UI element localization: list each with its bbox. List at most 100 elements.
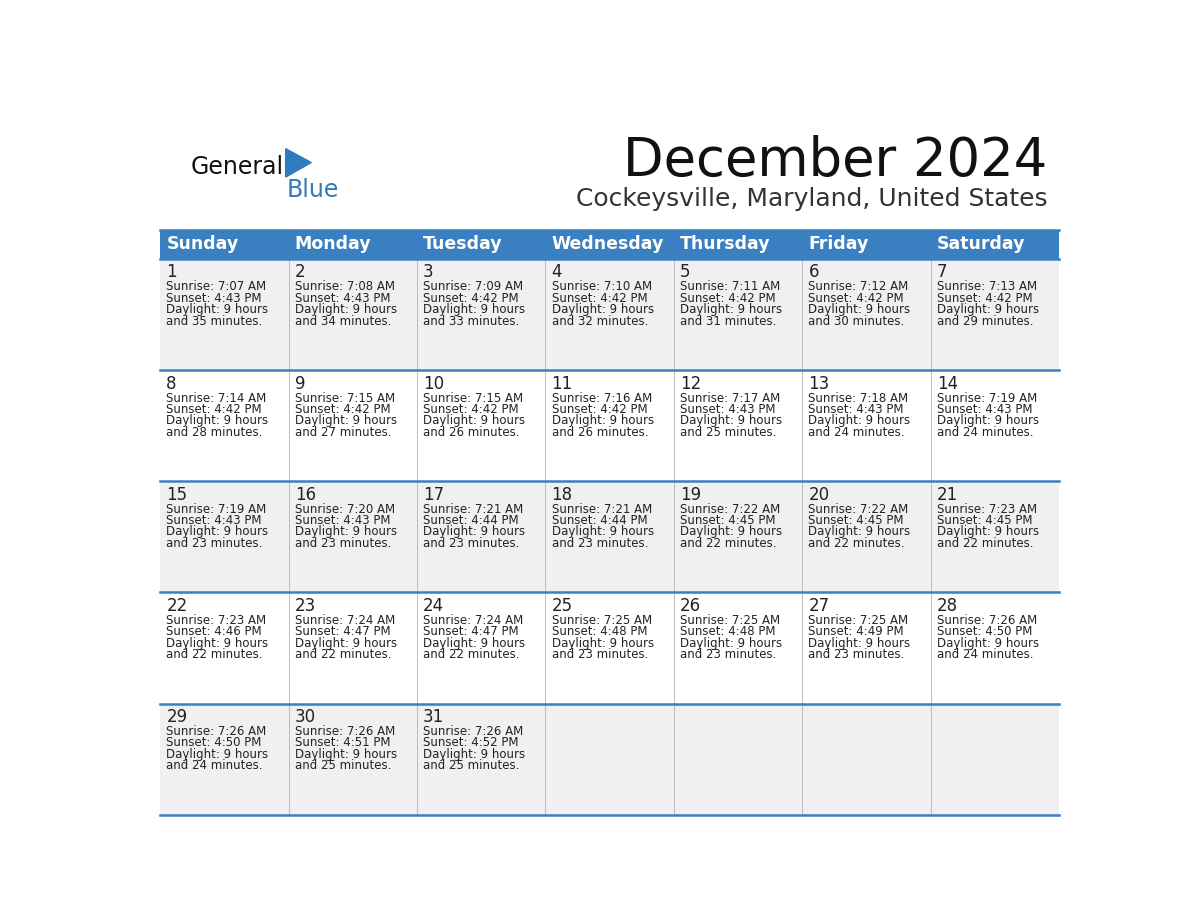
Text: 22: 22 <box>166 597 188 615</box>
Text: and 30 minutes.: and 30 minutes. <box>809 315 905 328</box>
Text: Sunset: 4:43 PM: Sunset: 4:43 PM <box>295 292 390 305</box>
Text: Sunset: 4:42 PM: Sunset: 4:42 PM <box>423 403 519 416</box>
Text: Daylight: 9 hours: Daylight: 9 hours <box>551 414 653 427</box>
Text: Daylight: 9 hours: Daylight: 9 hours <box>809 525 910 539</box>
Text: and 35 minutes.: and 35 minutes. <box>166 315 263 328</box>
Text: and 25 minutes.: and 25 minutes. <box>295 759 391 772</box>
Text: Sunset: 4:43 PM: Sunset: 4:43 PM <box>680 403 776 416</box>
Bar <box>160 370 1060 481</box>
Text: Sunset: 4:42 PM: Sunset: 4:42 PM <box>551 292 647 305</box>
Text: Sunrise: 7:13 AM: Sunrise: 7:13 AM <box>937 280 1037 294</box>
Text: Sunset: 4:42 PM: Sunset: 4:42 PM <box>423 292 519 305</box>
Text: and 22 minutes.: and 22 minutes. <box>937 537 1034 550</box>
Bar <box>160 230 1060 259</box>
Text: 5: 5 <box>680 263 690 282</box>
Text: Daylight: 9 hours: Daylight: 9 hours <box>295 525 397 539</box>
Text: and 23 minutes.: and 23 minutes. <box>551 537 647 550</box>
Text: and 25 minutes.: and 25 minutes. <box>423 759 519 772</box>
Text: Sunrise: 7:16 AM: Sunrise: 7:16 AM <box>551 391 652 405</box>
Text: Daylight: 9 hours: Daylight: 9 hours <box>295 414 397 427</box>
Text: Daylight: 9 hours: Daylight: 9 hours <box>937 303 1040 316</box>
Text: and 23 minutes.: and 23 minutes. <box>166 537 263 550</box>
Text: Sunrise: 7:26 AM: Sunrise: 7:26 AM <box>295 725 394 738</box>
Text: Sunrise: 7:25 AM: Sunrise: 7:25 AM <box>809 614 909 627</box>
Text: 17: 17 <box>423 486 444 504</box>
Text: Sunrise: 7:26 AM: Sunrise: 7:26 AM <box>423 725 524 738</box>
Text: Sunrise: 7:26 AM: Sunrise: 7:26 AM <box>937 614 1037 627</box>
Text: Daylight: 9 hours: Daylight: 9 hours <box>166 414 268 427</box>
Text: 16: 16 <box>295 486 316 504</box>
Text: Sunrise: 7:09 AM: Sunrise: 7:09 AM <box>423 280 523 294</box>
Text: and 29 minutes.: and 29 minutes. <box>937 315 1034 328</box>
Text: Daylight: 9 hours: Daylight: 9 hours <box>166 748 268 761</box>
Text: and 26 minutes.: and 26 minutes. <box>551 426 649 439</box>
Text: 18: 18 <box>551 486 573 504</box>
Text: 7: 7 <box>937 263 947 282</box>
Text: Sunset: 4:47 PM: Sunset: 4:47 PM <box>423 625 519 638</box>
Text: 2: 2 <box>295 263 305 282</box>
Polygon shape <box>285 149 311 177</box>
Text: Sunrise: 7:07 AM: Sunrise: 7:07 AM <box>166 280 266 294</box>
Text: Sunrise: 7:24 AM: Sunrise: 7:24 AM <box>295 614 394 627</box>
Text: 13: 13 <box>809 375 829 393</box>
Text: Sunrise: 7:22 AM: Sunrise: 7:22 AM <box>809 503 909 516</box>
Text: Sunrise: 7:23 AM: Sunrise: 7:23 AM <box>937 503 1037 516</box>
Text: Sunday: Sunday <box>166 235 239 253</box>
Text: and 24 minutes.: and 24 minutes. <box>166 759 263 772</box>
Text: Sunrise: 7:17 AM: Sunrise: 7:17 AM <box>680 391 781 405</box>
Text: December 2024: December 2024 <box>624 135 1048 186</box>
Text: Daylight: 9 hours: Daylight: 9 hours <box>937 414 1040 427</box>
Text: Daylight: 9 hours: Daylight: 9 hours <box>295 637 397 650</box>
Text: Sunrise: 7:15 AM: Sunrise: 7:15 AM <box>295 391 394 405</box>
Text: Sunset: 4:45 PM: Sunset: 4:45 PM <box>937 514 1032 527</box>
Text: Sunset: 4:50 PM: Sunset: 4:50 PM <box>166 736 261 749</box>
Text: 15: 15 <box>166 486 188 504</box>
Text: 29: 29 <box>166 708 188 726</box>
Text: Sunrise: 7:25 AM: Sunrise: 7:25 AM <box>551 614 652 627</box>
Text: Daylight: 9 hours: Daylight: 9 hours <box>295 303 397 316</box>
Text: Cockeysville, Maryland, United States: Cockeysville, Maryland, United States <box>576 187 1048 211</box>
Text: and 23 minutes.: and 23 minutes. <box>680 648 777 661</box>
Text: Sunset: 4:52 PM: Sunset: 4:52 PM <box>423 736 519 749</box>
Text: and 24 minutes.: and 24 minutes. <box>937 426 1034 439</box>
Text: Sunrise: 7:24 AM: Sunrise: 7:24 AM <box>423 614 524 627</box>
Text: Daylight: 9 hours: Daylight: 9 hours <box>809 303 910 316</box>
Text: Tuesday: Tuesday <box>423 235 503 253</box>
Text: Daylight: 9 hours: Daylight: 9 hours <box>423 748 525 761</box>
Text: and 33 minutes.: and 33 minutes. <box>423 315 519 328</box>
Text: Sunrise: 7:20 AM: Sunrise: 7:20 AM <box>295 503 394 516</box>
Text: Sunrise: 7:19 AM: Sunrise: 7:19 AM <box>937 391 1037 405</box>
Text: Sunset: 4:43 PM: Sunset: 4:43 PM <box>937 403 1032 416</box>
Text: Sunrise: 7:18 AM: Sunrise: 7:18 AM <box>809 391 909 405</box>
Text: 25: 25 <box>551 597 573 615</box>
Text: Sunrise: 7:21 AM: Sunrise: 7:21 AM <box>551 503 652 516</box>
Text: 28: 28 <box>937 597 958 615</box>
Text: Sunrise: 7:08 AM: Sunrise: 7:08 AM <box>295 280 394 294</box>
Text: Thursday: Thursday <box>680 235 771 253</box>
Text: Daylight: 9 hours: Daylight: 9 hours <box>423 637 525 650</box>
Text: Sunset: 4:48 PM: Sunset: 4:48 PM <box>551 625 647 638</box>
Text: Sunrise: 7:25 AM: Sunrise: 7:25 AM <box>680 614 781 627</box>
Text: 10: 10 <box>423 375 444 393</box>
Text: Sunrise: 7:21 AM: Sunrise: 7:21 AM <box>423 503 524 516</box>
Text: Sunset: 4:42 PM: Sunset: 4:42 PM <box>166 403 261 416</box>
Text: and 22 minutes.: and 22 minutes. <box>423 648 519 661</box>
Text: 30: 30 <box>295 708 316 726</box>
Text: Daylight: 9 hours: Daylight: 9 hours <box>423 414 525 427</box>
Text: Daylight: 9 hours: Daylight: 9 hours <box>423 303 525 316</box>
Text: Sunset: 4:43 PM: Sunset: 4:43 PM <box>166 292 261 305</box>
Text: and 22 minutes.: and 22 minutes. <box>680 537 777 550</box>
Text: Sunrise: 7:12 AM: Sunrise: 7:12 AM <box>809 280 909 294</box>
Bar <box>160 481 1060 592</box>
Text: Sunset: 4:42 PM: Sunset: 4:42 PM <box>295 403 391 416</box>
Text: and 23 minutes.: and 23 minutes. <box>423 537 519 550</box>
Text: Sunset: 4:45 PM: Sunset: 4:45 PM <box>809 514 904 527</box>
Text: Daylight: 9 hours: Daylight: 9 hours <box>166 525 268 539</box>
Text: Sunrise: 7:19 AM: Sunrise: 7:19 AM <box>166 503 266 516</box>
Text: Sunrise: 7:26 AM: Sunrise: 7:26 AM <box>166 725 266 738</box>
Text: Friday: Friday <box>809 235 868 253</box>
Text: Sunset: 4:43 PM: Sunset: 4:43 PM <box>295 514 390 527</box>
Text: Daylight: 9 hours: Daylight: 9 hours <box>680 525 782 539</box>
Text: 31: 31 <box>423 708 444 726</box>
Text: Sunset: 4:44 PM: Sunset: 4:44 PM <box>423 514 519 527</box>
